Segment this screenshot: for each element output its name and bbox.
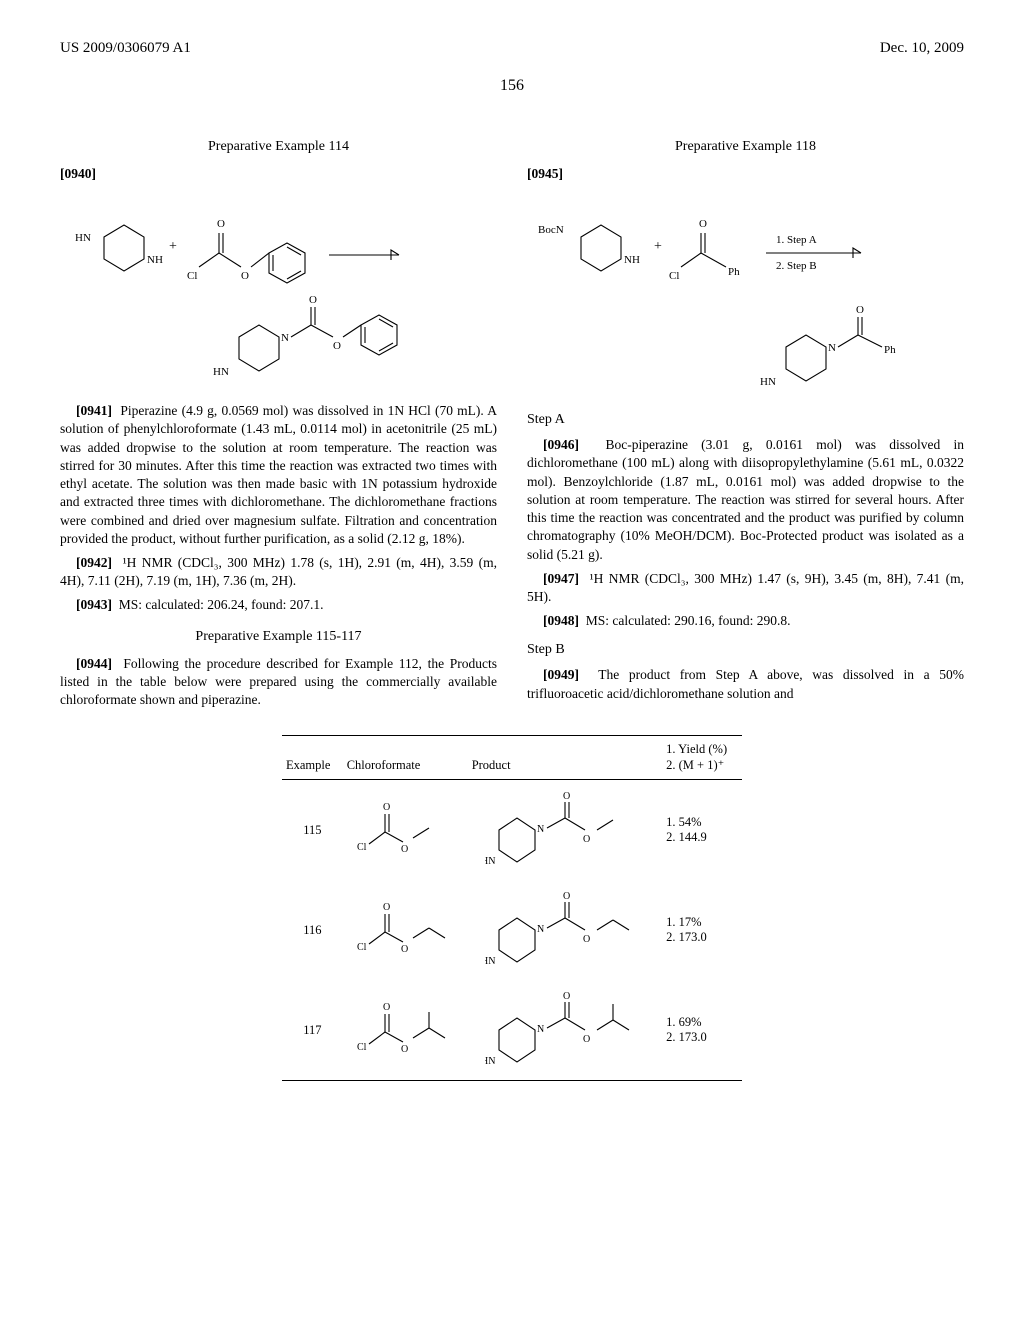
example-118-title: Preparative Example 118 (527, 139, 964, 155)
svg-text:O: O (401, 944, 408, 955)
page-number: 156 (60, 77, 964, 95)
patent-date: Dec. 10, 2009 (880, 40, 964, 57)
para-0949: [0949] The product from Step A above, wa… (527, 666, 964, 702)
svg-text:N: N (828, 342, 836, 354)
cell-example: 116 (282, 880, 343, 980)
cell-yield: 1. 17% 2. 173.0 (662, 880, 742, 980)
example-115-117-title: Preparative Example 115-117 (60, 629, 497, 645)
para-0943: [0943] MS: calculated: 206.24, found: 20… (60, 596, 497, 614)
svg-text:O: O (583, 934, 590, 945)
example-114-title: Preparative Example 114 (60, 139, 497, 155)
svg-text:Ph: Ph (884, 344, 896, 356)
cell-yield: 1. 54% 2. 144.9 (662, 780, 742, 881)
svg-text:N: N (537, 1024, 544, 1035)
svg-text:O: O (241, 270, 249, 282)
para-num: [0941] (76, 403, 112, 418)
svg-text:O: O (383, 1002, 390, 1013)
svg-text:N: N (281, 332, 289, 344)
svg-text:BocN: BocN (538, 224, 564, 236)
para-text: Piperazine (4.9 g, 0.0569 mol) was disso… (60, 403, 497, 546)
patent-number: US 2009/0306079 A1 (60, 40, 191, 57)
svg-text:Cl: Cl (187, 270, 197, 282)
nh-label: NH (147, 254, 163, 266)
step-a-label: Step A (527, 412, 964, 428)
svg-text:O: O (383, 902, 390, 913)
svg-text:HN: HN (760, 376, 776, 388)
svg-text:O: O (563, 991, 570, 1002)
svg-text:2. Step B: 2. Step B (776, 260, 817, 272)
para-0946: [0946] Boc-piperazine (3.01 g, 0.0161 mo… (527, 436, 964, 564)
col-chloroformate: Chloroformate (343, 736, 468, 780)
svg-text:HN: HN (213, 366, 229, 378)
hn-label: HN (75, 232, 91, 244)
cell-chloroformate: Cl O O (343, 780, 468, 881)
para-0948: [0948] MS: calculated: 290.16, found: 29… (527, 612, 964, 630)
svg-text:+: + (654, 239, 662, 254)
table-row: 115 Cl O O HN N O O 1. 54% 2. 144.9 (282, 780, 742, 881)
svg-text:O: O (563, 791, 570, 802)
svg-text:O: O (583, 834, 590, 845)
svg-text:O: O (401, 1044, 408, 1055)
right-column: Preparative Example 118 [0945] BocN NH +… (527, 125, 964, 715)
svg-text:Cl: Cl (357, 942, 367, 953)
para-0941: [0941] Piperazine (4.9 g, 0.0569 mol) wa… (60, 402, 497, 548)
svg-text:NH: NH (624, 254, 640, 266)
svg-text:Cl: Cl (669, 270, 679, 282)
svg-text:N: N (537, 924, 544, 935)
reaction-diagram-118: BocN NH + Cl O Ph 1. Step A 2. Step B (527, 195, 964, 400)
svg-text:HN: HN (485, 856, 495, 866)
para-num: [0940] (60, 166, 96, 181)
svg-text:1. Step A: 1. Step A (776, 234, 817, 246)
svg-text:Cl: Cl (357, 1042, 367, 1053)
cell-example: 115 (282, 780, 343, 881)
cell-yield: 1. 69% 2. 173.0 (662, 980, 742, 1081)
table-row: 117 Cl O O HN N O O 1. 69% 2. 173.0 (282, 980, 742, 1081)
para-0947: [0947] ¹H NMR (CDCl₃, 300 MHz) 1.47 (s, … (527, 570, 964, 606)
col-product: Product (468, 736, 662, 780)
cell-product: HN N O O (468, 980, 662, 1081)
svg-text:O: O (563, 891, 570, 902)
page-header: US 2009/0306079 A1 Dec. 10, 2009 (60, 40, 964, 57)
cell-chloroformate: Cl O O (343, 880, 468, 980)
examples-table: Example Chloroformate Product 1. Yield (… (282, 735, 742, 1081)
svg-text:O: O (856, 304, 864, 316)
svg-text:O: O (383, 802, 390, 813)
two-column-layout: Preparative Example 114 [0940] HN NH + C… (60, 125, 964, 715)
svg-text:Ph: Ph (728, 266, 740, 278)
step-b-label: Step B (527, 642, 964, 658)
cell-chloroformate: Cl O O (343, 980, 468, 1081)
cell-product: HN N O O (468, 880, 662, 980)
left-column: Preparative Example 114 [0940] HN NH + C… (60, 125, 497, 715)
table-header-row: Example Chloroformate Product 1. Yield (… (282, 736, 742, 780)
para-0940: [0940] (60, 165, 497, 183)
para-0942: [0942] ¹H NMR (CDCl₃, 300 MHz) 1.78 (s, … (60, 554, 497, 590)
svg-text:HN: HN (485, 956, 495, 966)
svg-text:Cl: Cl (357, 842, 367, 853)
col-yield: 1. Yield (%) 2. (M + 1)⁺ (662, 736, 742, 780)
svg-text:O: O (217, 218, 225, 230)
svg-text:O: O (583, 1034, 590, 1045)
col-example: Example (282, 736, 343, 780)
svg-text:+: + (169, 239, 177, 254)
table-row: 116 Cl O O HN N O O 1. 17% 2. 173.0 (282, 880, 742, 980)
para-0945: [0945] (527, 165, 964, 183)
svg-text:HN: HN (485, 1056, 495, 1066)
svg-text:O: O (309, 294, 317, 306)
cell-product: HN N O O (468, 780, 662, 881)
svg-text:O: O (333, 340, 341, 352)
cell-example: 117 (282, 980, 343, 1081)
svg-text:O: O (401, 844, 408, 855)
svg-text:N: N (537, 824, 544, 835)
reaction-diagram-114: HN NH + Cl O O (60, 195, 497, 390)
para-0944: [0944] Following the procedure described… (60, 655, 497, 710)
svg-text:O: O (699, 218, 707, 230)
